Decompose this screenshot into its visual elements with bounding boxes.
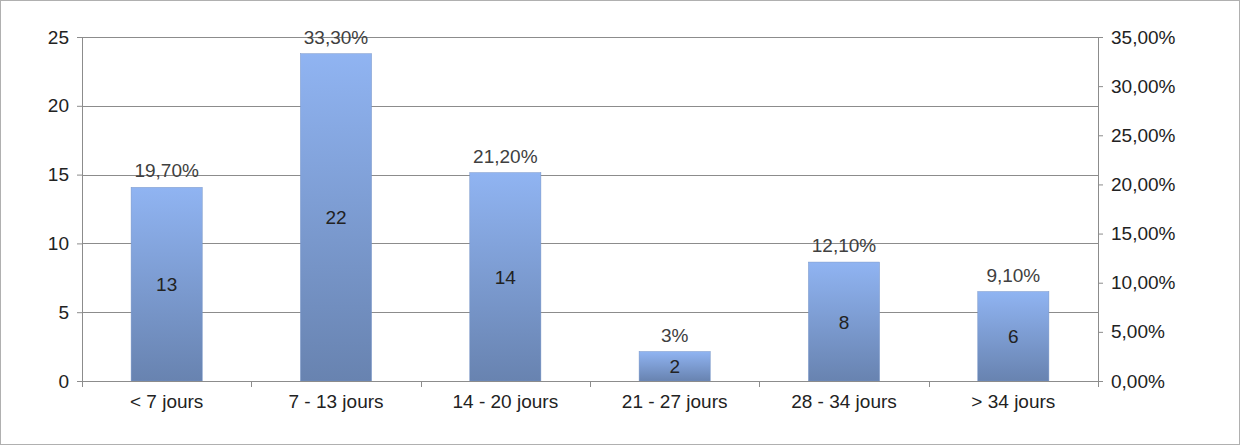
grid-line xyxy=(82,312,1098,313)
category-separator xyxy=(251,381,252,387)
tick-label: 14 - 20 jours xyxy=(453,391,559,412)
category-separator xyxy=(759,381,760,387)
tick-mark xyxy=(77,312,82,313)
grid-line xyxy=(82,175,1098,176)
bars xyxy=(131,54,1049,381)
grid-line xyxy=(82,106,1098,107)
axis-line xyxy=(77,38,83,382)
tick: 20,00% xyxy=(1098,174,1176,195)
tick-mark xyxy=(1098,283,1103,284)
bar xyxy=(131,187,202,381)
tick-mark xyxy=(1098,37,1103,38)
tick-label: > 34 jours xyxy=(971,391,1055,412)
grid-line xyxy=(82,37,1098,38)
tick-label: 21 - 27 jours xyxy=(622,391,728,412)
tick: 5,00% xyxy=(1098,321,1165,342)
tick: < 7 jours xyxy=(130,381,203,412)
tick-mark xyxy=(77,175,82,176)
tick: 15,00% xyxy=(1098,223,1176,244)
tick-label: < 7 jours xyxy=(130,391,203,412)
tick-mark xyxy=(77,37,82,38)
bar xyxy=(808,262,879,381)
tick: 5 xyxy=(58,302,82,323)
tick: 7 - 13 jours xyxy=(288,381,383,412)
bar xyxy=(470,173,541,381)
tick: 35,00% xyxy=(1098,27,1176,48)
tick-label: 25 xyxy=(48,27,69,48)
tick-label: 25,00% xyxy=(1111,125,1176,146)
tick-mark xyxy=(1098,86,1103,87)
y2-axis: 0,00% 5,00% 10,00% 15,00% 20,00% 25,00% 30,00%… xyxy=(1098,27,1176,392)
bar xyxy=(639,352,710,381)
count-label: 8 xyxy=(839,312,850,333)
tick-label: 20,00% xyxy=(1111,174,1176,195)
value-label: 9,10% xyxy=(986,265,1040,286)
category-separator xyxy=(82,381,83,387)
y-axis: 0 5 10 15 20 25 xyxy=(48,27,83,392)
tick: 10 xyxy=(48,233,82,254)
value-label: 12,10% xyxy=(812,235,877,256)
category-separator xyxy=(929,381,930,387)
tick-label: 30,00% xyxy=(1111,76,1176,97)
value-label: 33,30% xyxy=(304,27,369,48)
grid-line xyxy=(82,243,1098,244)
x-axis: < 7 jours 7 - 13 jours 14 - 20 jours 21 - 2… xyxy=(83,381,1099,412)
tick-label: 0,00% xyxy=(1111,371,1165,392)
tick-label: 15 xyxy=(48,164,69,185)
tick: 10,00% xyxy=(1098,272,1176,293)
tick-label: 7 - 13 jours xyxy=(288,391,383,412)
tick-label: 35,00% xyxy=(1111,27,1176,48)
axis-line xyxy=(1099,38,1104,382)
tick-label: 5,00% xyxy=(1111,321,1165,342)
count-label: 14 xyxy=(495,267,517,288)
bar xyxy=(978,292,1049,381)
data-labels: 19,70% 13 33,30% 22 21,20% 14 3% 2 12,10% 8 9,10% 6 xyxy=(134,27,1040,378)
tick: 25 xyxy=(48,27,82,48)
chart-frame xyxy=(1,1,1240,445)
category-separator xyxy=(421,381,422,387)
tick-label: 20 xyxy=(48,95,69,116)
tick: 0,00% xyxy=(1098,371,1165,392)
tick-mark xyxy=(77,381,82,382)
tick-mark xyxy=(1098,332,1103,333)
category-separator xyxy=(590,381,591,387)
tick-label: 15,00% xyxy=(1111,223,1176,244)
tick-mark xyxy=(1098,135,1103,136)
count-label: 2 xyxy=(669,356,680,377)
tick-mark xyxy=(1098,234,1103,235)
tick-label: 10,00% xyxy=(1111,272,1176,293)
tick: 25,00% xyxy=(1098,125,1176,146)
tick: 0 xyxy=(58,371,82,392)
count-label: 22 xyxy=(325,207,346,228)
tick-label: 28 - 34 jours xyxy=(791,391,897,412)
value-label: 21,20% xyxy=(473,146,538,167)
value-label: 19,70% xyxy=(134,160,199,181)
tick: 21 - 27 jours xyxy=(622,381,728,412)
tick-mark xyxy=(77,243,82,244)
chart: 19,70% 13 33,30% 22 21,20% 14 3% 2 12,10% 8 9,10% 6… xyxy=(0,0,1240,445)
tick-mark xyxy=(77,106,82,107)
tick: 14 - 20 jours xyxy=(453,381,559,412)
bar xyxy=(300,54,371,381)
tick: 15 xyxy=(48,164,82,185)
tick: > 34 jours xyxy=(971,381,1055,412)
category-separator xyxy=(1098,381,1099,387)
tick: 30,00% xyxy=(1098,76,1176,97)
tick: 28 - 34 jours xyxy=(791,381,897,412)
value-label: 3% xyxy=(661,325,689,346)
count-label: 13 xyxy=(156,274,177,295)
tick-label: 10 xyxy=(48,233,69,254)
x-separators xyxy=(83,381,1099,387)
tick: 20 xyxy=(48,95,82,116)
count-label: 6 xyxy=(1008,326,1019,347)
tick-label: 5 xyxy=(58,302,69,323)
tick-mark xyxy=(1098,184,1103,185)
tick-label: 0 xyxy=(58,371,69,392)
grid xyxy=(82,38,1098,382)
